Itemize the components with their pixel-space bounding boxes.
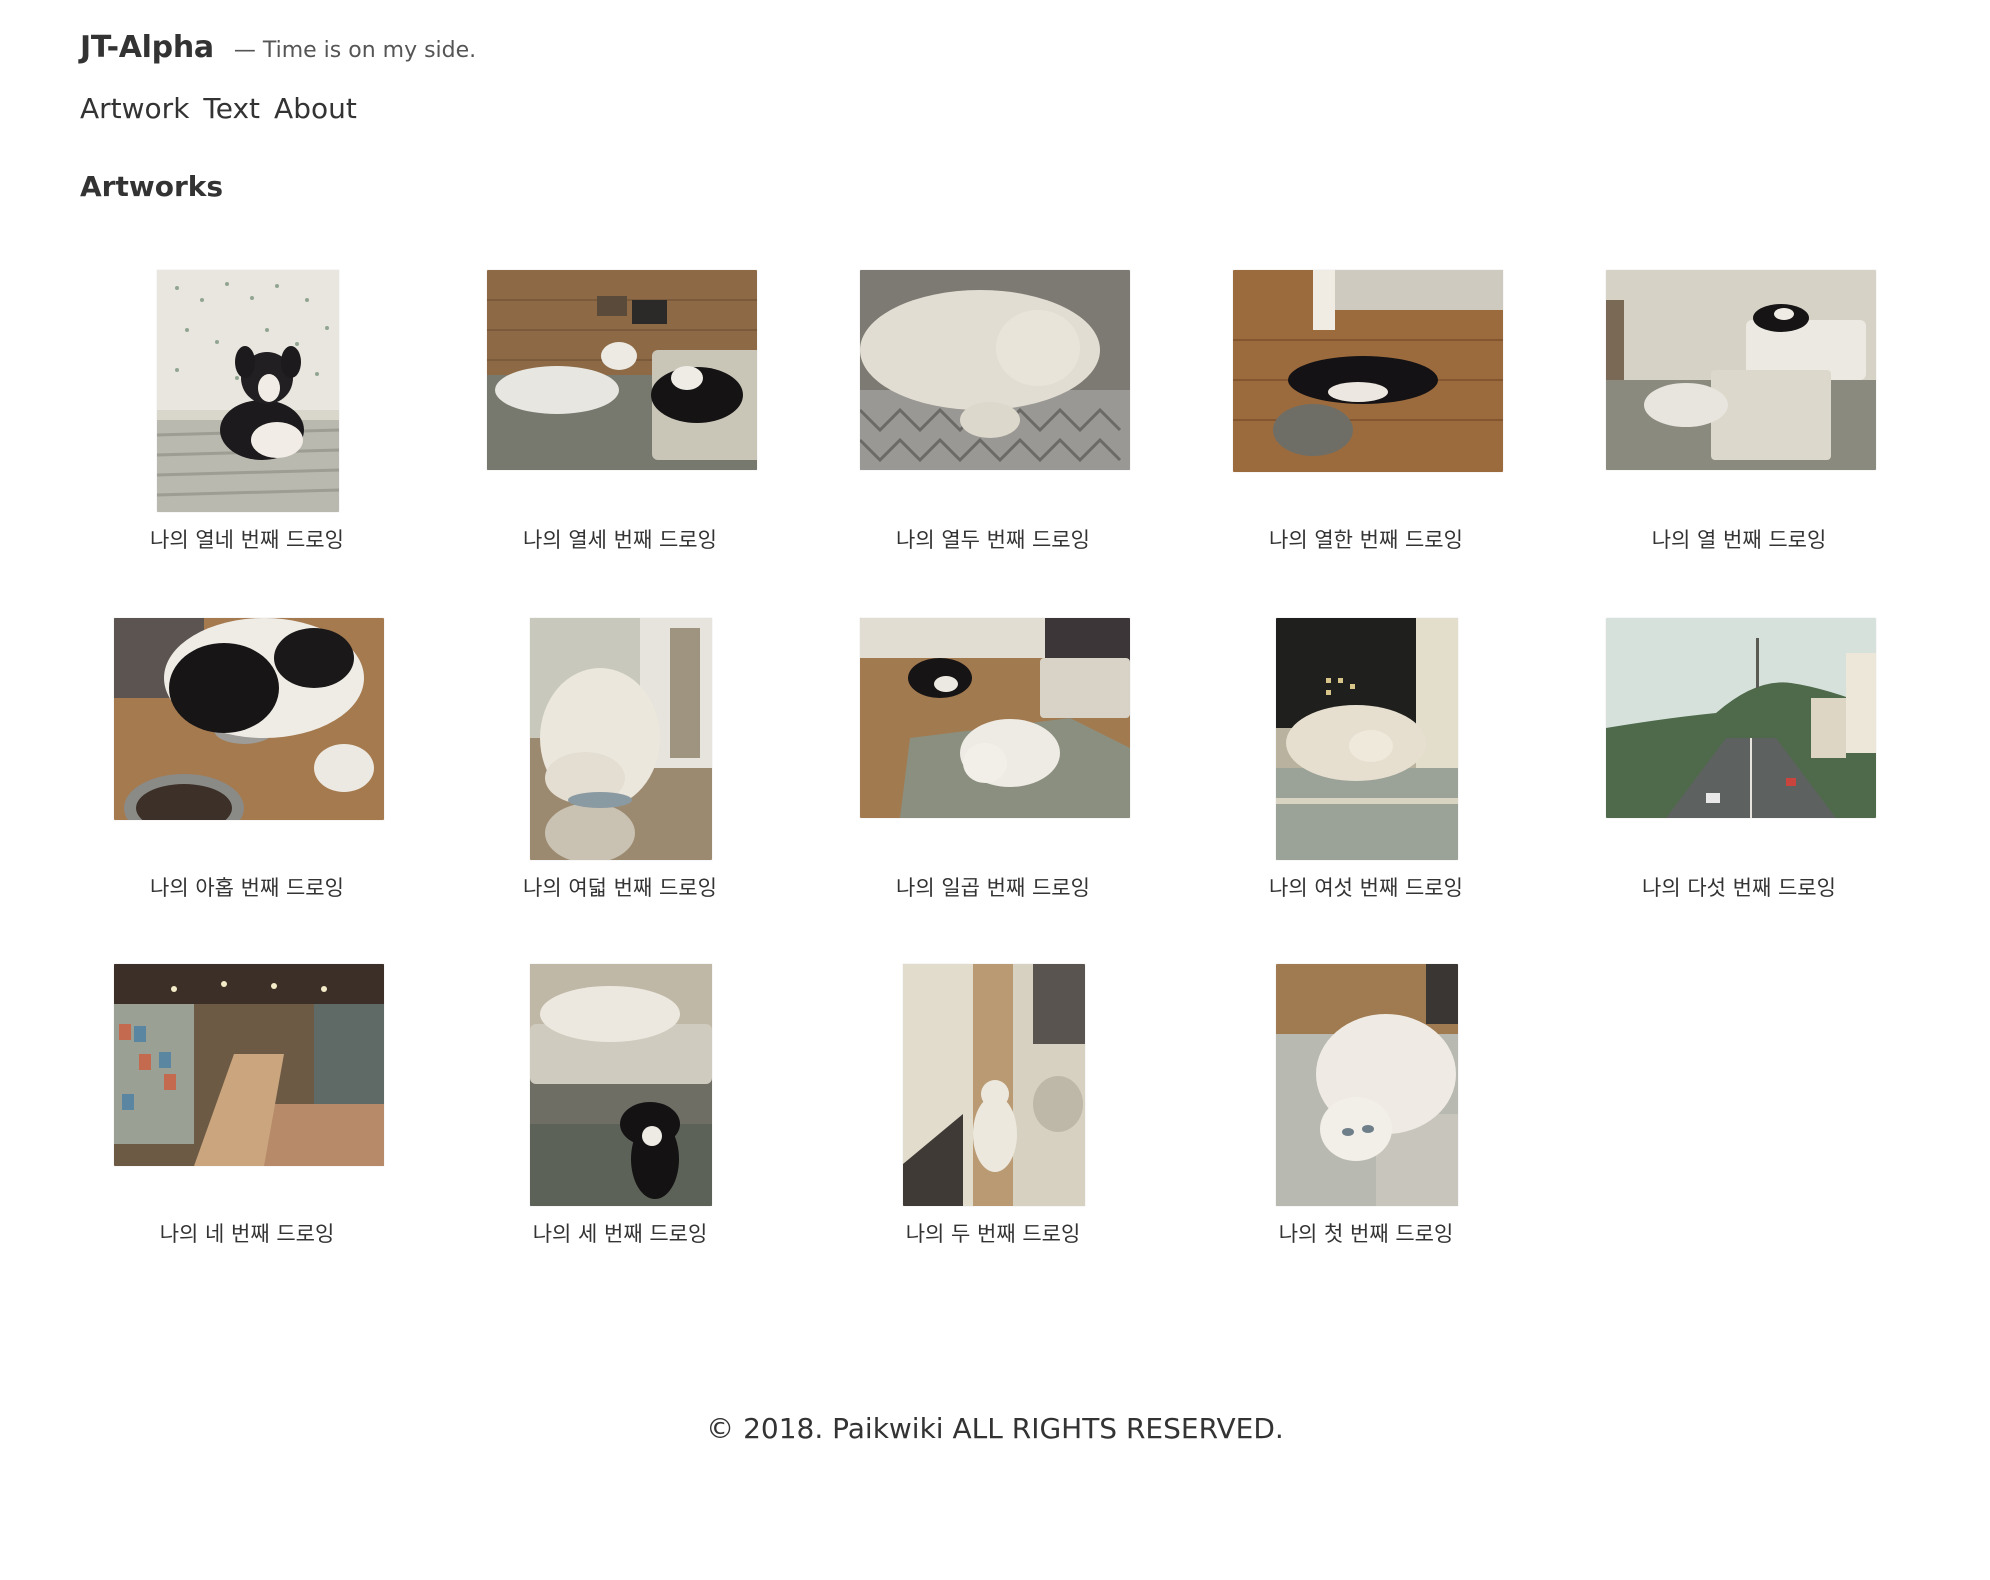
artwork-caption[interactable]: 나의 열두 번째 드로잉: [896, 528, 1090, 552]
artwork-item-11[interactable]: 나의 열한 번째 드로잉: [1201, 270, 1531, 570]
artwork-caption[interactable]: 나의 세 번째 드로잉: [532, 1222, 708, 1246]
artwork-item-6[interactable]: 나의 여섯 번째 드로잉: [1201, 618, 1531, 918]
artwork-thumbnail-cat-by-window-at-night[interactable]: [1276, 618, 1458, 860]
artwork-thumbnail-white-cat-resting[interactable]: [860, 270, 1130, 470]
artwork-caption[interactable]: 나의 첫 번째 드로잉: [1278, 1222, 1454, 1246]
artwork-caption[interactable]: 나의 열세 번째 드로잉: [523, 528, 717, 552]
artwork-item-12[interactable]: 나의 열두 번째 드로잉: [828, 270, 1158, 570]
artwork-caption[interactable]: 나의 열한 번째 드로잉: [1269, 528, 1463, 552]
main-nav: Artwork Text About: [80, 92, 357, 125]
artwork-thumbnail-cat-on-bench-with-dog[interactable]: [530, 964, 712, 1206]
artwork-thumbnail-dog-on-wooden-floor[interactable]: [1233, 270, 1503, 472]
artwork-item-13[interactable]: 나의 열세 번째 드로잉: [455, 270, 785, 570]
artwork-item-3[interactable]: 나의 세 번째 드로잉: [455, 964, 785, 1264]
artwork-item-4[interactable]: 나의 네 번째 드로잉: [82, 964, 412, 1264]
artwork-item-5[interactable]: 나의 다섯 번째 드로잉: [1574, 618, 1904, 918]
artwork-thumbnail-cat-in-hallway[interactable]: [903, 964, 1085, 1206]
artwork-caption[interactable]: 나의 아홉 번째 드로잉: [150, 876, 344, 900]
artwork-caption[interactable]: 나의 여섯 번째 드로잉: [1269, 876, 1463, 900]
artwork-item-9[interactable]: 나의 아홉 번째 드로잉: [82, 618, 412, 918]
site-title-link[interactable]: JT-Alpha: [80, 30, 214, 65]
copyright-text: © 2018. Paikwiki ALL RIGHTS RESERVED.: [706, 1412, 1284, 1445]
artwork-caption[interactable]: 나의 열네 번째 드로잉: [150, 528, 344, 552]
artwork-thumbnail-cat-and-dog-in-room[interactable]: [1606, 270, 1876, 470]
artwork-item-14[interactable]: 나의 열네 번째 드로잉: [82, 270, 412, 570]
artwork-thumbnail-cat-and-dog-on-rug[interactable]: [860, 618, 1130, 818]
artwork-item-10[interactable]: 나의 열 번째 드로잉: [1574, 270, 1904, 570]
artwork-caption[interactable]: 나의 열 번째 드로잉: [1651, 528, 1827, 552]
nav-text-link[interactable]: Text: [203, 92, 261, 125]
nav-about-link[interactable]: About: [274, 92, 357, 125]
artwork-thumbnail-dog-eating[interactable]: [114, 618, 384, 820]
artwork-thumbnail-city-street-view[interactable]: [1606, 618, 1876, 818]
site-tagline: — Time is on my side.: [233, 38, 477, 63]
artwork-caption[interactable]: 나의 두 번째 드로잉: [905, 1222, 1081, 1246]
artwork-caption[interactable]: 나의 여덟 번째 드로잉: [523, 876, 717, 900]
artwork-thumbnail-cat-lying-on-floor[interactable]: [1276, 964, 1458, 1206]
site-header: JT-Alpha — Time is on my side.: [80, 30, 476, 65]
artwork-item-2[interactable]: 나의 두 번째 드로잉: [828, 964, 1158, 1264]
artwork-item-1[interactable]: 나의 첫 번째 드로잉: [1201, 964, 1531, 1264]
artwork-item-7[interactable]: 나의 일곱 번째 드로잉: [828, 618, 1158, 918]
artwork-thumbnail-cat-at-window[interactable]: [530, 618, 712, 860]
site-footer: © 2018. Paikwiki ALL RIGHTS RESERVED.: [0, 1412, 1990, 1445]
artwork-item-8[interactable]: 나의 여덟 번째 드로잉: [455, 618, 785, 918]
artwork-thumbnail-dog-on-cushion[interactable]: [157, 270, 339, 512]
section-title: Artworks: [80, 170, 224, 203]
artwork-caption[interactable]: 나의 다섯 번째 드로잉: [1642, 876, 1836, 900]
artwork-thumbnail-cat-and-dog-on-floor[interactable]: [487, 270, 757, 470]
artwork-thumbnail-bookstore-interior[interactable]: [114, 964, 384, 1166]
artwork-caption[interactable]: 나의 일곱 번째 드로잉: [896, 876, 1090, 900]
artwork-caption[interactable]: 나의 네 번째 드로잉: [159, 1222, 335, 1246]
nav-artwork-link[interactable]: Artwork: [80, 92, 190, 125]
